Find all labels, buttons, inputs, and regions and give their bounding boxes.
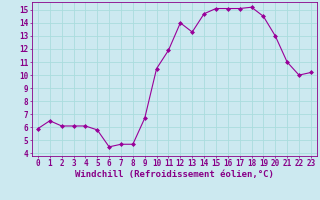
X-axis label: Windchill (Refroidissement éolien,°C): Windchill (Refroidissement éolien,°C) [75,170,274,179]
